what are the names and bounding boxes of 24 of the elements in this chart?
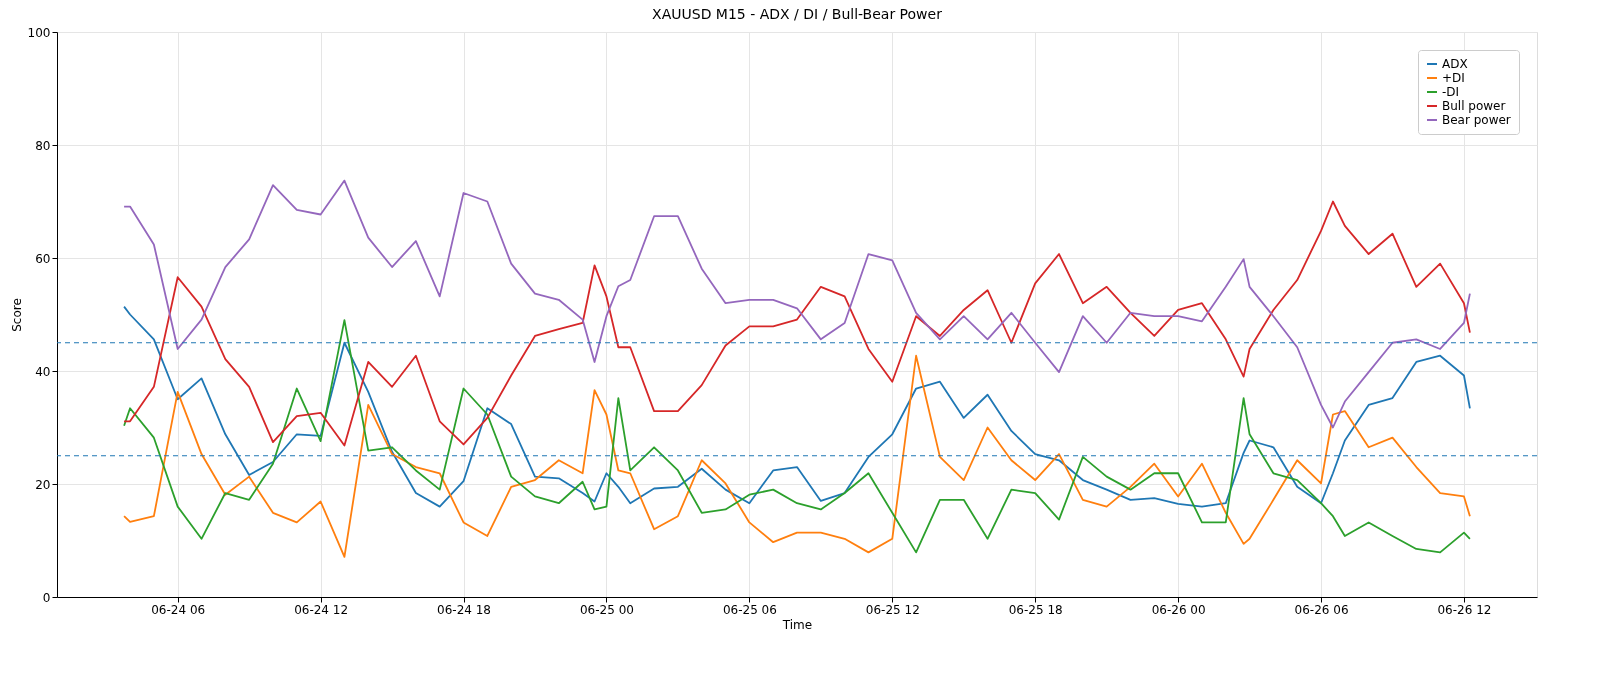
x-tick-label: 06-26 12	[1437, 602, 1492, 617]
y-tick-label: 60	[35, 251, 51, 266]
x-tick-label: 06-26 00	[1151, 602, 1206, 617]
x-tick-label: 06-25 06	[722, 602, 777, 617]
x-tick-label: 06-26 06	[1294, 602, 1349, 617]
x-tick-label: 06-25 00	[579, 602, 634, 617]
x-tick-label: 06-24 18	[437, 602, 491, 617]
x-axis-title: Time	[781, 617, 813, 632]
y-tick-label: 40	[35, 364, 51, 379]
legend-label: Bull power	[1442, 99, 1506, 113]
legend-label: ADX	[1442, 57, 1468, 71]
y-tick-label: 20	[35, 477, 51, 492]
chart-title: XAUUSD M15 - ADX / DI / Bull-Bear Power	[652, 6, 943, 22]
y-tick-label: 100	[27, 25, 51, 40]
y-tick-label: 0	[42, 590, 51, 605]
legend-label: +DI	[1442, 71, 1465, 85]
legend-label: Bear power	[1442, 113, 1511, 127]
x-tick-label: 06-24 06	[151, 602, 206, 617]
x-tick-label: 06-25 12	[865, 602, 920, 617]
y-axis-title: Score	[9, 298, 24, 332]
x-tick-label: 06-24 12	[294, 602, 349, 617]
y-tick-label: 80	[35, 138, 51, 153]
x-tick-label: 06-25 18	[1008, 602, 1063, 617]
legend-label: -DI	[1442, 85, 1460, 99]
